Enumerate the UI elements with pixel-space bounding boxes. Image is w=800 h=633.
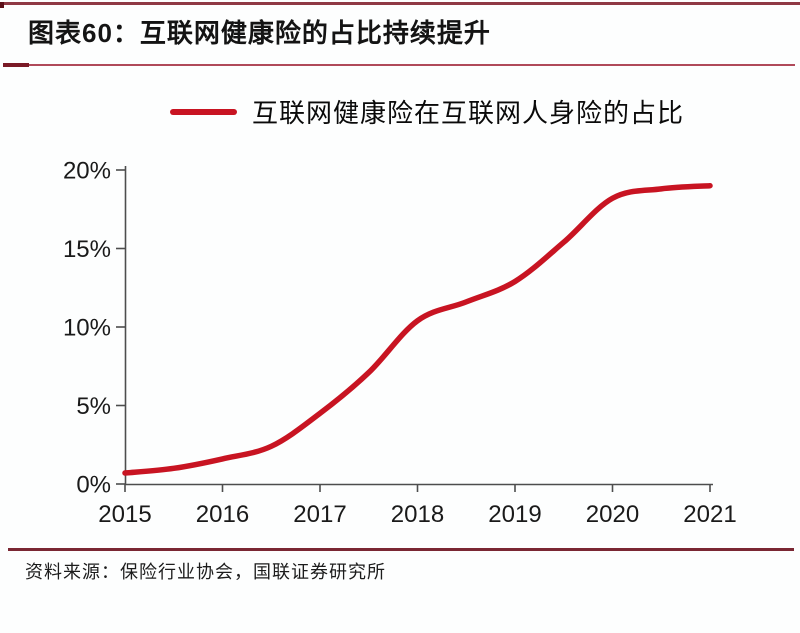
chart-legend: 互联网健康险在互联网人身险的占比 — [170, 93, 684, 130]
legend-line-swatch — [170, 108, 237, 115]
legend-label: 互联网健康险在互联网人身险的占比 — [252, 98, 685, 128]
y-tick-label: 15% — [63, 236, 111, 263]
bottom-divider-rule — [8, 548, 794, 551]
x-tick-label: 2019 — [488, 501, 541, 528]
x-tick-label: 2016 — [196, 501, 249, 528]
x-tick-label: 2018 — [391, 501, 444, 528]
title-underline — [3, 64, 795, 66]
top-divider-rule — [0, 2, 800, 8]
y-tick-label: 5% — [76, 393, 111, 420]
series-line — [122, 182, 713, 476]
source-attribution: 资料来源：保险行业协会，国联证券研究所 — [25, 562, 386, 582]
x-tick-label: 2015 — [98, 501, 151, 528]
top-divider-rule-start — [0, 2, 4, 8]
y-tick-label: 10% — [63, 315, 111, 342]
chart-canvas: 0% 5% 10% 15% 20% 2015 2016 2017 2018 2019 2020 202… — [63, 158, 737, 529]
x-tick-label: 2021 — [683, 501, 736, 528]
y-tick-label: 20% — [63, 158, 111, 185]
x-tick-label: 2017 — [293, 501, 346, 528]
x-tick-label: 2020 — [586, 501, 639, 528]
y-tick-label: 0% — [76, 472, 111, 499]
figure-title: 图表60：互联网健康险的占比持续提升 — [28, 18, 491, 48]
title-underline-accent — [3, 63, 29, 67]
